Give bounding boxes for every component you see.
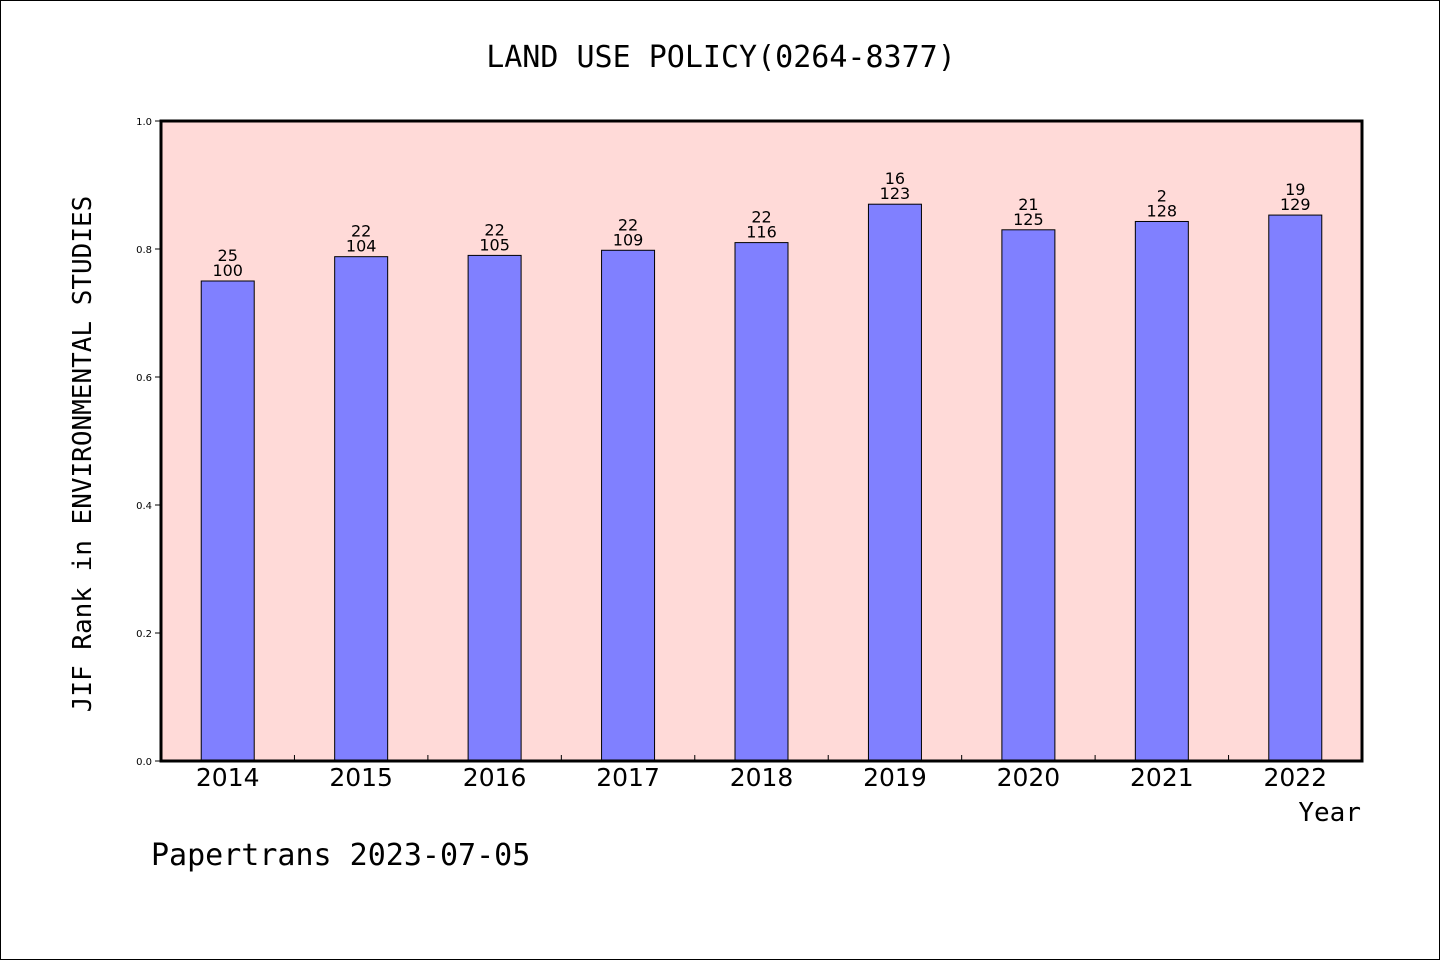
bar-rank-label: 19 — [1285, 180, 1305, 199]
x-tick-label: 2015 — [329, 763, 393, 792]
bar-rank-label: 21 — [1018, 195, 1038, 214]
bar-rank-label: 25 — [218, 246, 238, 265]
x-tick-label: 2020 — [997, 763, 1061, 792]
bar-2022 — [1268, 214, 1323, 762]
bar-rank-label: 2 — [1157, 186, 1167, 205]
bar-total-label: 129 — [1280, 195, 1311, 214]
chart-title: LAND USE POLICY(0264-8377) — [486, 40, 956, 75]
footer-credit: Papertrans 2023-07-05 — [151, 838, 530, 873]
bar-2021 — [1134, 220, 1189, 762]
y-tick-label: 0.8 — [136, 245, 152, 256]
bars: 2510022104221052210922116161232112521281… — [200, 169, 1323, 762]
bar-total-label: 128 — [1147, 201, 1178, 220]
bar-total-label: 104 — [346, 237, 377, 256]
plot-border — [159, 119, 1364, 763]
bar-2015 — [334, 256, 389, 762]
bar-rank-label: 22 — [351, 222, 371, 241]
bar-2019 — [867, 203, 922, 762]
bar-rank-label: 22 — [751, 208, 771, 227]
bar-total-label: 116 — [746, 223, 777, 242]
bar-2020 — [1001, 229, 1056, 762]
bar-total-label: 109 — [613, 230, 644, 249]
bar-total-label: 123 — [880, 184, 911, 203]
y-tick-label: 0.0 — [136, 757, 152, 768]
bar-total-label: 100 — [212, 261, 243, 280]
x-tick-label: 2014 — [196, 763, 260, 792]
y-tick-label: 0.4 — [136, 501, 152, 512]
y-tick-label: 0.6 — [136, 373, 152, 384]
y-axis-label: JIF Rank in ENVIRONMENTAL STUDIES — [68, 196, 98, 713]
x-axis-label: Year — [1298, 798, 1361, 828]
bar-total-label: 105 — [479, 235, 510, 254]
x-tick-label: 2016 — [463, 763, 527, 792]
x-tick-label: 2018 — [730, 763, 794, 792]
y-axis-ticks: 0.0 0.2 0.4 0.6 0.8 1.0 — [136, 117, 161, 768]
x-tick-label: 2017 — [596, 763, 660, 792]
bar-rank-label: 22 — [484, 220, 504, 239]
x-axis-ticks: 2014 2015 2016 2017 2018 2019 2020 2021 2022 — [196, 755, 1327, 792]
bar-2014 — [200, 280, 255, 762]
bar-rank-label: 16 — [885, 169, 905, 188]
y-tick-label: 0.2 — [136, 629, 152, 640]
bar-2018 — [734, 242, 789, 762]
bar-total-label: 125 — [1013, 210, 1044, 229]
bar-rank-label: 22 — [618, 215, 638, 234]
x-tick-label: 2021 — [1130, 763, 1194, 792]
x-tick-label: 2022 — [1263, 763, 1327, 792]
bar-2017 — [601, 249, 656, 762]
x-tick-label: 2019 — [863, 763, 927, 792]
bar-2016 — [467, 254, 522, 762]
y-tick-label: 1.0 — [136, 117, 152, 128]
